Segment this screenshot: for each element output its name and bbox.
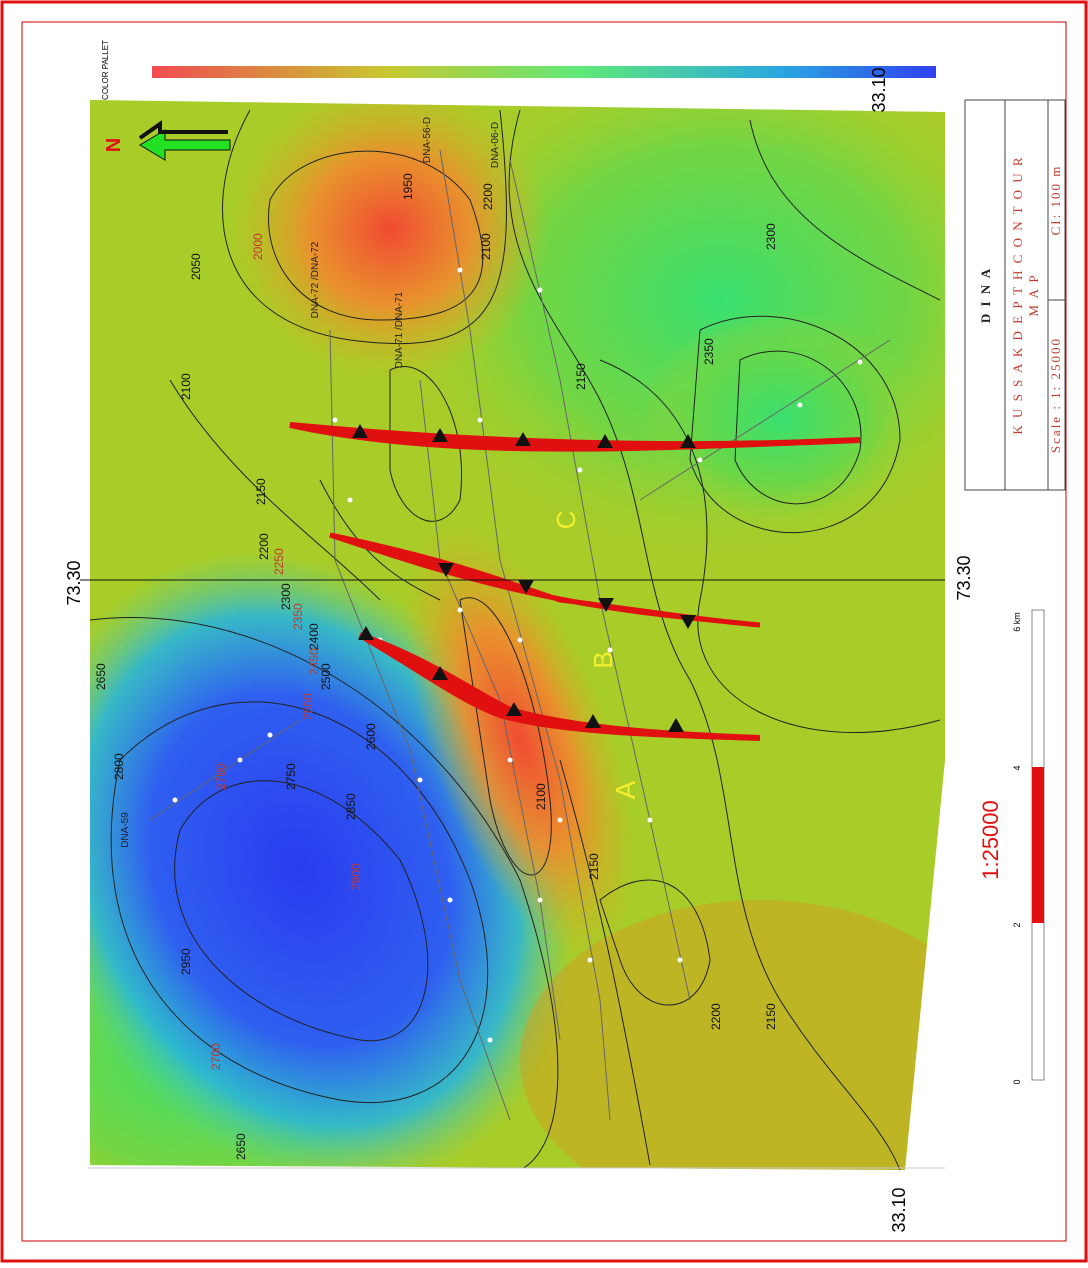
contour-label: 2100 xyxy=(534,783,548,810)
block-label: A xyxy=(610,780,641,799)
contour-label: 2700 xyxy=(214,763,228,790)
scale-tick: 4 xyxy=(1012,765,1022,770)
coord-label: 33.10 xyxy=(869,67,889,112)
scale-bar-segment xyxy=(1032,767,1044,923)
scale-tick: 6 km xyxy=(1012,612,1022,632)
title-box: D I N A K U S S A K D E P T H C O N T O … xyxy=(965,100,1065,490)
contour-label: 2000 xyxy=(251,233,265,260)
well-name: DNA-06-D xyxy=(490,122,501,168)
contour-label: 1950 xyxy=(401,173,415,200)
shade xyxy=(640,310,920,530)
scale-ratio: 1:25000 xyxy=(978,800,1003,880)
block-label: C xyxy=(551,511,581,530)
contour-interval: CI: 100 m xyxy=(1048,165,1063,236)
field-name: D I N A xyxy=(978,267,993,323)
contour-label: 2800 xyxy=(112,753,126,780)
contour-label: 2200 xyxy=(481,183,495,210)
contour-label: 2650 xyxy=(234,1133,248,1160)
coord-label: 73.30 xyxy=(64,560,84,605)
contour-label: 2500 xyxy=(319,663,333,690)
contour-label: 2100 xyxy=(179,373,193,400)
well-name: DNA-56-D xyxy=(422,117,433,163)
contour-label: 2850 xyxy=(344,793,358,820)
map-page: COLOR PALLET C B A DNA-72 /DNA-72 DNA-71… xyxy=(0,0,1088,1263)
contour-label: 2350 xyxy=(702,338,716,365)
map-title: K U S S A K D E P T H C O N T O U R xyxy=(1010,155,1025,434)
contour-label: 2150 xyxy=(587,853,601,880)
scale-tick: 2 xyxy=(1012,922,1022,927)
scale-tick: 0 xyxy=(1012,1079,1022,1084)
block-label: B xyxy=(588,651,618,668)
contour-label: 2250 xyxy=(272,548,286,575)
well-name: DNA-71 /DNA-71 xyxy=(394,291,405,368)
coord-label: 33.10 xyxy=(889,1187,909,1232)
contour-label: 2400 xyxy=(307,623,321,650)
contour-label: 2950 xyxy=(179,948,193,975)
contour-label: 2100 xyxy=(479,233,493,260)
contour-label: 2200 xyxy=(257,533,271,560)
map: C B A DNA-72 /DNA-72 DNA-71 /DNA-71 DNA-… xyxy=(0,40,1040,1263)
contour-label: 2200 xyxy=(709,1003,723,1030)
contour-label: 2350 xyxy=(291,603,305,630)
contour-label: 2700 xyxy=(209,1043,223,1070)
contour-label: 2150 xyxy=(574,363,588,390)
contour-label: 2050 xyxy=(189,253,203,280)
well-name: DNA-72 /DNA-72 xyxy=(310,241,321,318)
contour-label: 2650 xyxy=(94,663,108,690)
well-name: DNA-59 xyxy=(120,812,131,848)
north-label: N xyxy=(103,138,125,152)
contour-label: 2150 xyxy=(764,1003,778,1030)
color-pallet xyxy=(152,66,936,78)
pallet-label: COLOR PALLET xyxy=(101,40,110,100)
coord-label: 73.30 xyxy=(954,555,974,600)
map-title: M A P xyxy=(1026,273,1041,316)
contour-label: 2550 xyxy=(301,693,315,720)
contour-label: 2900 xyxy=(349,863,363,890)
contour-label: 2750 xyxy=(284,763,298,790)
contour-label: 2150 xyxy=(254,478,268,505)
contour-label: 2300 xyxy=(764,223,778,250)
contour-label: 2600 xyxy=(364,723,378,750)
map-scale: Scale : 1: 25000 xyxy=(1048,337,1063,453)
